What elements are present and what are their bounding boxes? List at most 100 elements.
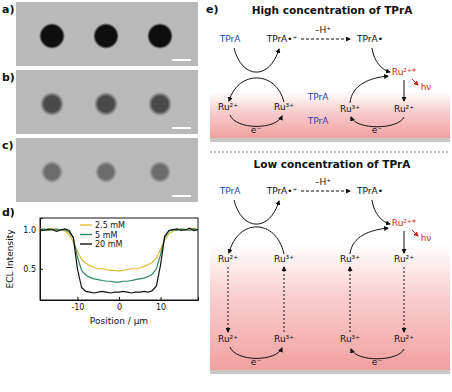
data-line [40,229,198,282]
panel-label: d) [2,206,15,219]
image-background [16,138,198,202]
legend-label: 20 mM [95,240,123,249]
panel-label: c) [2,139,14,152]
tick-mark [77,297,78,300]
relaxation-arrow [404,231,405,253]
legend-swatch [80,243,92,244]
species-label: Ru²⁺ [394,254,414,264]
species-label: –H⁺ [315,25,331,35]
micrograph [16,2,198,66]
x-axis: -10 0 10 [41,297,199,312]
separator [210,152,450,153]
reaction-arrow [350,228,388,254]
diffusion-arrow [404,267,405,332]
reaction-arrow [229,78,284,102]
legend-label: 5 mM [95,231,117,240]
species-label: Ru²⁺* [392,67,417,77]
legend-swatch [80,224,92,225]
scale-bar [172,59,191,61]
species-label: e⁻ [251,125,262,135]
species-label: TPrA• [356,186,383,196]
tick-label: 1.0 [23,226,36,235]
species-label: hν [421,233,432,243]
species-label: hν [421,82,432,92]
section-title: High concentration of TPrA [252,4,413,16]
figure: a)b)c)d)-100100.51.0Position / µmECL Int… [0,0,452,392]
species-label: Ru²⁺ [218,102,238,112]
electrode-spot [94,92,118,116]
electrode-spot [149,161,171,183]
species-label: TPrA [219,34,241,44]
species-label: TPrA [307,92,329,102]
reaction-arrow [372,200,390,224]
scale-bar [172,195,191,197]
species-label: Ru³⁺ [340,254,360,264]
electrode-spot [93,23,119,49]
reaction-arrow [372,48,390,72]
panel-label: e) [206,3,219,16]
axis-line [41,297,199,301]
tick-label: 10 [156,303,166,312]
electrode-spot [95,161,117,183]
species-label: Ru³⁺ [274,254,294,264]
electrode [210,138,450,142]
species-label: e⁻ [372,125,383,135]
diffusion-arrow [284,267,285,332]
electrode [210,370,450,374]
species-label: TPrA•⁺ [266,186,298,196]
tick-label: -10 [71,303,84,312]
electrode-spot [39,23,65,49]
species-label: TPrA•⁺ [266,34,298,44]
tick-label: 0.5 [23,265,36,274]
species-label: e⁻ [372,357,383,367]
electrode-spot [41,161,63,183]
species-label: Ru³⁺ [274,334,294,344]
plot-frame [40,218,198,300]
electrode-spot [40,92,64,116]
reaction-arrow [234,48,279,72]
species-label: Ru²⁺* [392,218,417,228]
species-label: Ru³⁺ [340,104,360,114]
reaction-arrow [350,76,388,103]
scale-bar [172,127,191,129]
tick-mark [40,269,43,270]
legend: 2.5 mM5 mM20 mM [80,221,125,249]
image-background [16,70,198,134]
diffusion-arrow [350,267,351,332]
reaction-arrow [234,200,279,224]
species-label: Ru³⁺ [274,102,294,112]
emission-arrow [412,230,418,236]
reaction-arrow [229,227,284,254]
data-line [40,228,198,271]
plot-area [40,228,198,293]
species-label: Ru²⁺ [218,254,238,264]
image-background [16,2,198,66]
diffusion-layer [210,244,450,370]
tick-mark [161,297,162,300]
species-label: e⁻ [251,357,262,367]
species-label: –H⁺ [315,177,331,187]
emission-arrow [412,79,418,85]
tick: 0.5 [23,265,43,274]
electrode-spot [147,23,173,49]
deprotonation-arrow [301,39,350,40]
species-label: TPrA [307,116,329,126]
tick: -10 [71,297,84,312]
relaxation-arrow [404,80,405,101]
legend-swatch [80,234,92,235]
tick-label: 0 [117,303,122,312]
tick: 10 [156,297,166,312]
section-title: Low concentration of TPrA [254,158,412,170]
panel-label: b) [2,71,15,84]
tick: 0 [117,297,122,312]
micrograph [16,70,198,134]
diffusion-arrow [228,267,229,332]
species-label: TPrA• [356,34,383,44]
species-label: Ru²⁺ [394,104,414,114]
panel-label: a) [2,3,14,16]
y-axis-title: ECL Intensity [5,229,15,289]
legend-label: 2.5 mM [95,221,125,230]
species-label: Ru³⁺ [340,334,360,344]
data-line [40,228,198,293]
deprotonation-arrow [301,191,350,192]
